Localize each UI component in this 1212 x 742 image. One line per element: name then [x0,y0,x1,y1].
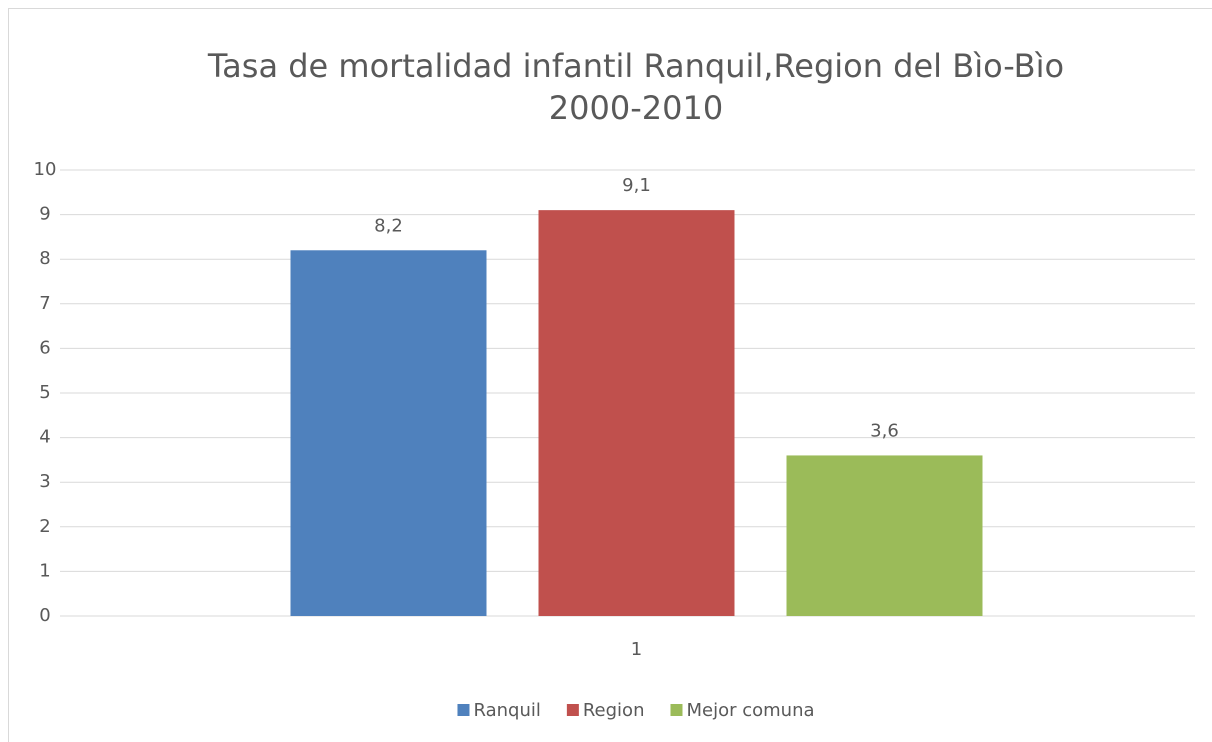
legend-label: Mejor comuna [686,700,814,721]
y-tick-label: 2 [39,516,50,537]
chart-title: 2000-2010 [549,89,723,127]
y-tick-label: 9 [39,204,50,225]
y-tick-label: 6 [39,337,50,358]
x-tick-label: 1 [631,639,642,660]
chart-title: Tasa de mortalidad infantil Ranquil,Regi… [207,47,1064,85]
y-tick-label: 8 [39,248,50,269]
y-tick-label: 5 [39,382,50,403]
data-label: 8,2 [374,215,403,236]
legend-label: Region [583,700,645,721]
data-label: 9,1 [622,175,651,196]
y-tick-label: 0 [39,605,50,626]
y-tick-label: 1 [39,560,50,581]
legend-swatch [670,704,683,716]
bar [290,250,487,616]
y-tick-label: 3 [39,471,50,492]
bar [786,455,983,616]
y-tick-label: 7 [39,293,50,314]
bar [538,210,735,616]
data-label: 3,6 [870,420,899,441]
y-tick-label: 10 [34,159,57,180]
legend-label: Ranquil [473,700,540,721]
y-tick-label: 4 [39,427,50,448]
legend-swatch [457,704,470,716]
legend-swatch [566,704,579,716]
